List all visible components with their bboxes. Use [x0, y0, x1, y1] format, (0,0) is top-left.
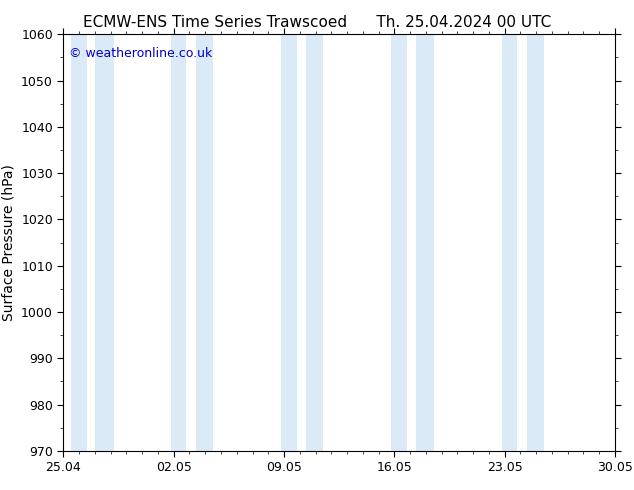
Bar	[196, 34, 213, 451]
Bar	[391, 34, 407, 451]
Bar	[527, 34, 544, 451]
Bar	[417, 34, 434, 451]
Text: ECMW-ENS Time Series Trawscoed      Th. 25.04.2024 00 UTC: ECMW-ENS Time Series Trawscoed Th. 25.04…	[83, 15, 551, 30]
Bar	[95, 34, 114, 451]
Bar	[281, 34, 297, 451]
Bar	[71, 34, 87, 451]
Bar	[306, 34, 323, 451]
Bar	[171, 34, 186, 451]
Bar	[501, 34, 517, 451]
Y-axis label: Surface Pressure (hPa): Surface Pressure (hPa)	[1, 164, 16, 321]
Text: © weatheronline.co.uk: © weatheronline.co.uk	[69, 47, 212, 60]
